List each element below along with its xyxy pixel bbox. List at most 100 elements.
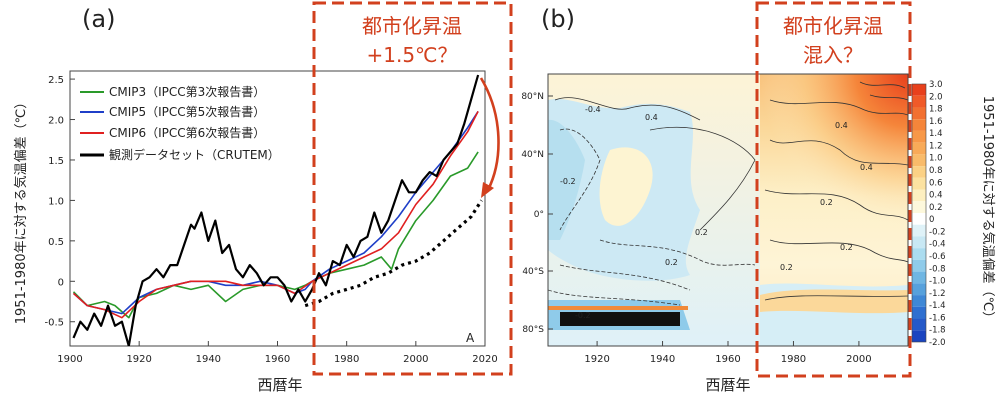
contour-label: 0.2 [665,258,678,267]
panel-b-xlabel: 西暦年 [705,376,750,394]
x-tick-label: 2000 [846,354,871,365]
colorbar-label: -1.8 [929,326,946,336]
y-tick-label: 0° [534,210,544,220]
colorbar-swatch [912,271,926,284]
contour-line [559,128,601,231]
contour-label: 0.4 [835,121,848,130]
colorbar-swatch [912,84,926,96]
colorbar-label: -1.6 [929,313,946,323]
colorbar-swatch [912,119,926,131]
heatmap-hot-corner [760,74,908,224]
panel-a-axis-ticks: 1900 1920 1940 1960 1980 2000 2020 -0.5 0 0.5 1.0 1… [44,75,497,365]
panel-a-series [72,74,483,346]
contour-line [764,189,908,221]
legend-cmip3-label: CMIP3（IPCC第3次報告書） [109,85,265,99]
panel-b-axis-ticks: 1920 1940 1960 1980 2000 80°N 40°N 0° 40°S 80°S [521,92,871,365]
colorbar-swatch [912,142,926,155]
x-tick-label: 1900 [57,354,82,365]
colorbar-swatch [912,224,926,237]
contour-line [559,264,691,291]
x-tick-label: 1960 [715,354,740,365]
panel-b-heatmap: -0.4 -0.2 0.4 0.2 0.2 0.4 0.2 -0.2 0.2 0… [548,74,908,346]
y-tick-label: 0.5 [48,237,64,248]
heatmap-cool-region-west [548,119,585,240]
y-tick-label: 0 [58,277,64,288]
x-tick-label: 2000 [403,354,428,365]
panel-a-annotation-line2: +1.5℃？ [366,43,457,67]
colorbar-label: 1.6 [929,117,943,127]
colorbar-swatch [912,154,926,167]
y-tick-label: 1.0 [48,196,64,207]
panel-b: (b) [521,1,996,394]
panel-a-ylabel: 1951-1980年に対する気温偏差（℃） [13,96,29,324]
panel-a-gap-arrowhead [481,182,494,198]
contour-line [769,139,908,166]
panel-b-colorbar: 3.0 2.0 1.8 1.6 1.4 1.2 1.0 0.8 0.6 0.4 0.2 0 -0.2 -0… [911,80,946,348]
colorbar-label: 1.2 [929,141,943,151]
panel-b-annotation-line2: 混入？ [803,43,863,67]
contour-label: 0.2 [780,263,793,272]
colorbar-frame [911,83,927,343]
colorbar-swatch [912,189,926,202]
colorbar-label: 0 [929,215,934,225]
y-tick-label: 2.5 [48,75,64,86]
y-tick-label: 80°S [522,325,544,335]
panel-a-corner-label: A [466,331,475,345]
colorbar-swatch [912,130,926,143]
colorbar-label: -0.4 [929,240,946,250]
colorbar-label: 0.2 [929,203,943,213]
colorbar-swatch [912,306,926,319]
panel-b-annotation-line1: 都市化昇温 [783,14,883,38]
contour-line [649,126,756,231]
series-line-dotted [304,199,483,308]
contour-label: 0.4 [860,163,873,172]
colorbar-label: 0.6 [929,178,943,188]
contour-line [554,97,701,121]
colorbar-label: -0.8 [929,264,946,274]
x-tick-label: 2020 [472,354,497,365]
colorbar-swatch [912,107,926,120]
colorbar-label: -0.2 [929,227,946,237]
x-tick-label: 1960 [265,354,290,365]
series-line-cmip6 [72,111,479,319]
x-tick-label: 1940 [196,354,221,365]
contour-label: 0.2 [695,228,708,237]
panel-a-annotation-line1: 都市化昇温 [362,14,462,38]
panel-a: (a) 1951-1980年に対する気温偏差（℃） 西暦年 1900 1920 19… [13,1,513,394]
colorbar-swatch [912,166,926,178]
colorbar-label: -2.0 [929,338,946,348]
colorbar-swatch [912,295,926,307]
legend-obs-label: 観測データセット（CRUTEM） [109,147,280,162]
contour-label: -0.4 [585,105,601,114]
colorbar-swatch [912,318,926,331]
contour-label: -0.2 [575,311,591,320]
panel-b-label: (b) [541,5,575,33]
y-tick-label: 40°S [522,267,544,277]
colorbar-label: -1.0 [929,277,946,287]
colorbar-label: -1.4 [929,301,946,311]
heatmap-antarctic-band [560,312,680,326]
colorbar-label: 3.0 [929,80,943,90]
series-line-cmip5 [72,110,479,315]
colorbar-label: -1.2 [929,289,946,299]
heatmap-warm-band-south [760,289,908,314]
colorbar-swatch [912,177,926,190]
heatmap-contours [548,81,908,306]
colorbar-label: -0.6 [929,252,946,262]
colorbar-label: 0.8 [929,166,943,176]
series-line-cmip3 [72,151,479,319]
legend-cmip5-label: CMIP5（IPCC第5次報告書） [109,105,265,119]
x-tick-label: 1940 [650,354,675,365]
colorbar-swatch [912,201,926,213]
series-line-obs [72,74,480,346]
colorbar-label: 1.4 [929,129,943,139]
panel-a-gap-arrow [479,77,500,191]
x-tick-label: 1980 [781,354,806,365]
panel-a-xlabel: 西暦年 [257,376,302,394]
y-tick-label: -0.5 [44,318,64,329]
y-tick-label: 40°N [521,150,544,160]
contour-label: 0.2 [840,243,853,252]
y-tick-label: 1.5 [48,156,64,167]
x-tick-label: 1920 [126,354,151,365]
